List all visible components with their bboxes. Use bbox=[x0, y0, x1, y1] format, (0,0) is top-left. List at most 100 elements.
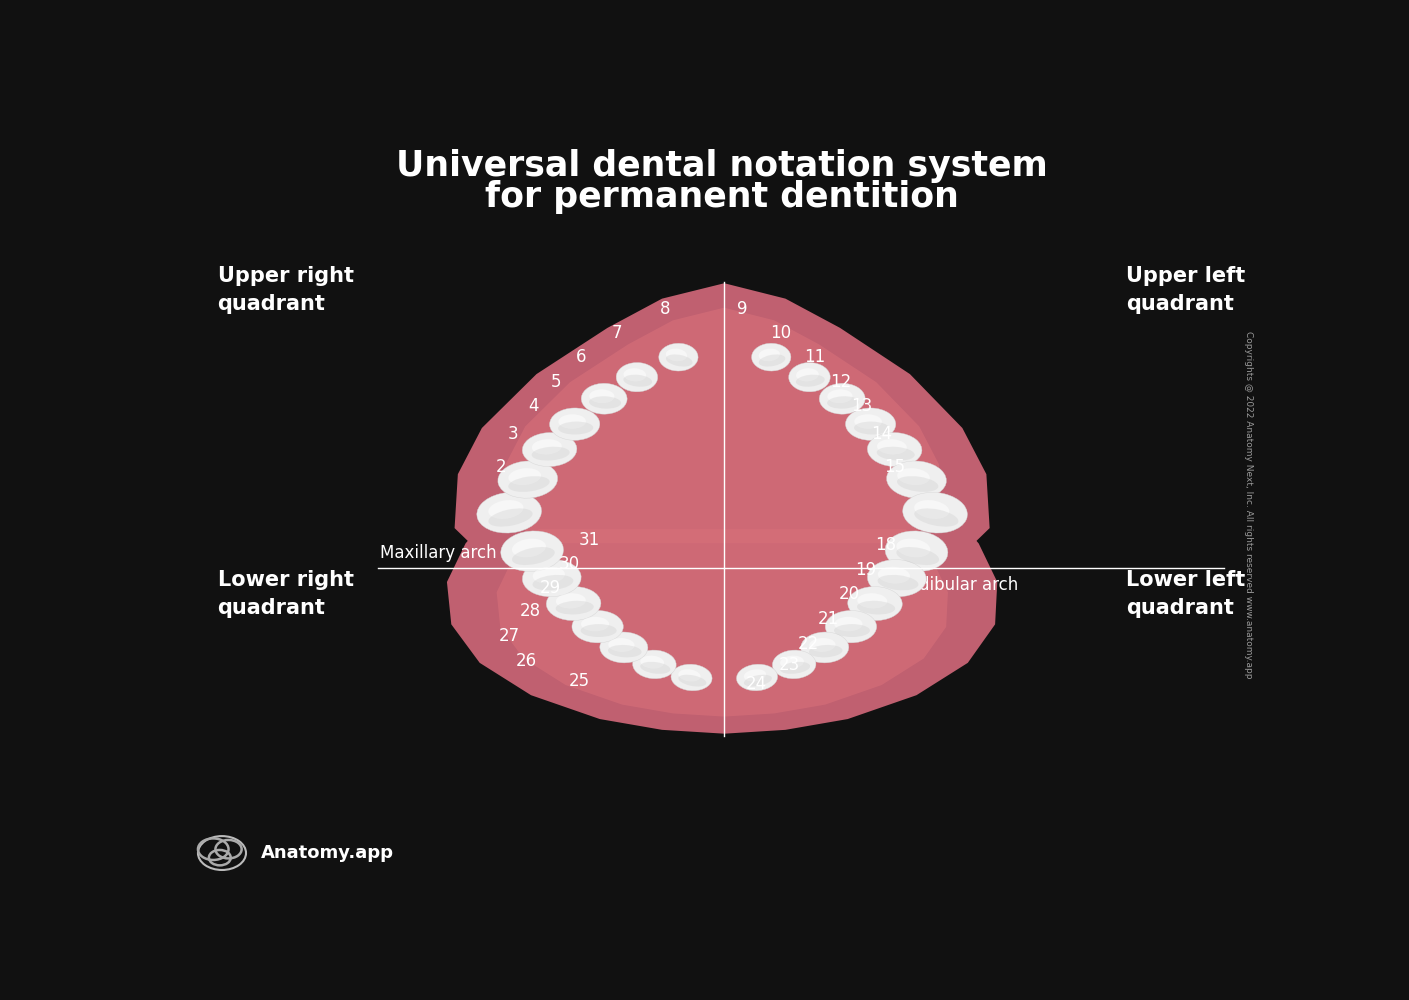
Text: Copyrights @ 2022 Anatomy Next, Inc. All rights reserved www.anatomy.app: Copyrights @ 2022 Anatomy Next, Inc. All… bbox=[1244, 331, 1253, 679]
Ellipse shape bbox=[511, 547, 555, 565]
Ellipse shape bbox=[834, 617, 862, 631]
Ellipse shape bbox=[758, 354, 785, 367]
Ellipse shape bbox=[781, 656, 805, 669]
Ellipse shape bbox=[500, 531, 564, 571]
Ellipse shape bbox=[758, 349, 781, 361]
Ellipse shape bbox=[600, 632, 648, 663]
Ellipse shape bbox=[878, 567, 910, 584]
Ellipse shape bbox=[800, 632, 848, 663]
Ellipse shape bbox=[509, 476, 550, 492]
Ellipse shape bbox=[809, 645, 843, 657]
Ellipse shape bbox=[896, 547, 940, 565]
Ellipse shape bbox=[533, 567, 565, 584]
Ellipse shape bbox=[796, 375, 824, 387]
Ellipse shape bbox=[623, 375, 652, 387]
Text: for permanent dentition: for permanent dentition bbox=[485, 180, 960, 214]
Ellipse shape bbox=[640, 662, 671, 674]
Text: 31: 31 bbox=[579, 531, 600, 549]
Polygon shape bbox=[455, 283, 989, 570]
Ellipse shape bbox=[678, 669, 700, 682]
Ellipse shape bbox=[550, 408, 600, 440]
Ellipse shape bbox=[876, 447, 914, 461]
Text: 22: 22 bbox=[797, 635, 819, 653]
Ellipse shape bbox=[533, 575, 573, 590]
Text: 15: 15 bbox=[885, 458, 906, 476]
Text: 29: 29 bbox=[540, 579, 561, 597]
Ellipse shape bbox=[640, 656, 664, 669]
Ellipse shape bbox=[572, 610, 623, 643]
Ellipse shape bbox=[886, 461, 947, 498]
Text: 11: 11 bbox=[805, 348, 826, 366]
Ellipse shape bbox=[854, 422, 889, 435]
Text: 13: 13 bbox=[851, 397, 872, 415]
Text: 7: 7 bbox=[612, 324, 621, 342]
Text: 10: 10 bbox=[769, 324, 790, 342]
Ellipse shape bbox=[878, 575, 919, 590]
Ellipse shape bbox=[589, 389, 614, 403]
Ellipse shape bbox=[781, 662, 810, 674]
Text: 12: 12 bbox=[830, 373, 851, 391]
Ellipse shape bbox=[582, 383, 627, 414]
Ellipse shape bbox=[633, 650, 676, 679]
Ellipse shape bbox=[876, 439, 907, 455]
Ellipse shape bbox=[489, 508, 533, 527]
Ellipse shape bbox=[903, 492, 968, 533]
Ellipse shape bbox=[789, 363, 830, 392]
Ellipse shape bbox=[589, 396, 621, 409]
Text: Lower left
quadrant: Lower left quadrant bbox=[1126, 570, 1246, 618]
Ellipse shape bbox=[659, 343, 697, 371]
Ellipse shape bbox=[609, 638, 634, 652]
Ellipse shape bbox=[796, 368, 819, 381]
Text: 25: 25 bbox=[569, 672, 590, 690]
Ellipse shape bbox=[819, 383, 865, 414]
Text: 3: 3 bbox=[507, 425, 519, 443]
Ellipse shape bbox=[826, 610, 876, 643]
Text: Mandibular arch: Mandibular arch bbox=[883, 576, 1017, 594]
Ellipse shape bbox=[827, 389, 852, 403]
Text: 19: 19 bbox=[855, 561, 876, 579]
Text: 18: 18 bbox=[875, 536, 896, 554]
Ellipse shape bbox=[914, 508, 958, 527]
Ellipse shape bbox=[476, 492, 541, 533]
Ellipse shape bbox=[547, 587, 600, 621]
Ellipse shape bbox=[827, 396, 859, 409]
Text: 8: 8 bbox=[661, 300, 671, 318]
Polygon shape bbox=[496, 529, 948, 717]
Ellipse shape bbox=[489, 500, 524, 519]
Ellipse shape bbox=[848, 587, 902, 621]
Polygon shape bbox=[503, 308, 941, 543]
Ellipse shape bbox=[666, 349, 688, 361]
Text: 6: 6 bbox=[576, 348, 586, 366]
Text: Universal dental notation system: Universal dental notation system bbox=[396, 149, 1048, 183]
Text: 24: 24 bbox=[747, 675, 768, 693]
Ellipse shape bbox=[581, 617, 609, 631]
Ellipse shape bbox=[737, 664, 778, 691]
Ellipse shape bbox=[671, 664, 712, 691]
Text: 30: 30 bbox=[559, 555, 581, 573]
Polygon shape bbox=[447, 505, 998, 734]
Ellipse shape bbox=[523, 433, 576, 467]
Text: 23: 23 bbox=[779, 656, 800, 674]
Text: Maxillary arch: Maxillary arch bbox=[380, 544, 497, 562]
Text: Upper right
quadrant: Upper right quadrant bbox=[217, 266, 354, 314]
Text: 21: 21 bbox=[819, 610, 840, 628]
Ellipse shape bbox=[914, 500, 950, 519]
Ellipse shape bbox=[772, 650, 816, 679]
Ellipse shape bbox=[898, 468, 930, 485]
Ellipse shape bbox=[854, 414, 882, 429]
Text: 20: 20 bbox=[838, 585, 859, 603]
Ellipse shape bbox=[898, 476, 938, 492]
Ellipse shape bbox=[834, 624, 869, 637]
Ellipse shape bbox=[509, 468, 541, 485]
Text: Anatomy.app: Anatomy.app bbox=[261, 844, 395, 862]
Ellipse shape bbox=[809, 638, 836, 652]
Text: Upper left
quadrant: Upper left quadrant bbox=[1126, 266, 1246, 314]
Ellipse shape bbox=[857, 593, 888, 608]
Text: 14: 14 bbox=[871, 425, 892, 443]
Ellipse shape bbox=[857, 601, 895, 614]
Ellipse shape bbox=[497, 461, 558, 498]
Ellipse shape bbox=[751, 343, 790, 371]
Ellipse shape bbox=[531, 447, 569, 461]
Ellipse shape bbox=[511, 539, 545, 557]
Ellipse shape bbox=[744, 675, 772, 687]
